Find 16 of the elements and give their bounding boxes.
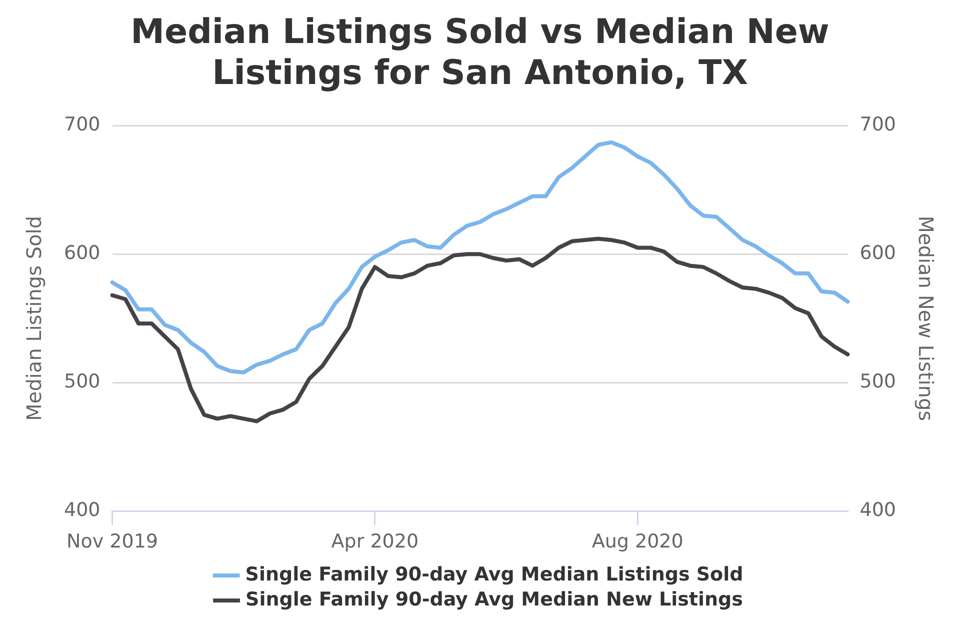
x-tick-label: Apr 2020 — [331, 530, 419, 553]
y-axis-title: Median Listings Sold — [22, 216, 46, 421]
y-tick-label: 700 — [64, 114, 100, 136]
y2-tick-label: 400 — [860, 499, 896, 522]
y2-tick-label: 700 — [860, 114, 896, 136]
y-tick-label: 600 — [64, 242, 100, 264]
legend-label: Single Family 90-day Avg Median New Listings — [246, 588, 743, 610]
y2-tick-label: 600 — [860, 242, 896, 264]
y-tick-label: 400 — [64, 499, 100, 522]
legend-label: Single Family 90-day Avg Median Listings Sold — [245, 563, 744, 586]
y2-axis-title: Median New Listings — [914, 216, 938, 422]
x-tick-label: Aug 2020 — [592, 530, 684, 553]
y2-tick-label: 500 — [860, 370, 896, 393]
chart-title: Median Listings Sold vs Median New Listings for San Antonio, TX — [130, 12, 830, 94]
y-tick-label: 500 — [64, 370, 100, 393]
x-tick-label: Nov 2019 — [66, 530, 158, 553]
